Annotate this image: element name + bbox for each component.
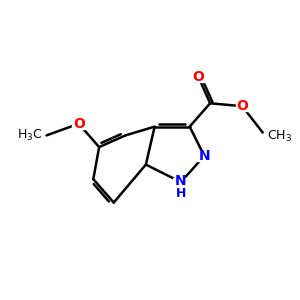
Bar <box>197 151 212 161</box>
Text: H: H <box>176 187 186 200</box>
Text: N: N <box>199 149 210 163</box>
Bar <box>192 72 205 82</box>
Text: H$_3$C: H$_3$C <box>16 128 42 143</box>
Text: O: O <box>73 117 85 131</box>
Text: N: N <box>175 174 187 188</box>
Text: O: O <box>193 70 204 84</box>
Bar <box>72 119 85 129</box>
Bar <box>173 178 188 197</box>
Text: O: O <box>236 99 248 113</box>
Text: CH$_3$: CH$_3$ <box>267 128 292 143</box>
Bar <box>236 101 249 111</box>
